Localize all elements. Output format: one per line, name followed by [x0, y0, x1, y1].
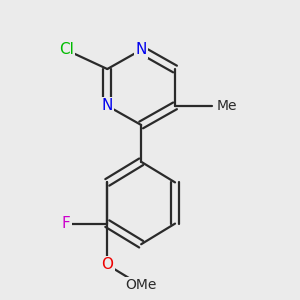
Text: F: F: [62, 216, 70, 231]
Text: Me: Me: [216, 99, 237, 113]
Text: N: N: [102, 98, 113, 113]
Text: Cl: Cl: [58, 42, 74, 57]
Text: O: O: [101, 257, 113, 272]
Text: OMe: OMe: [125, 278, 157, 292]
Text: N: N: [136, 42, 147, 57]
